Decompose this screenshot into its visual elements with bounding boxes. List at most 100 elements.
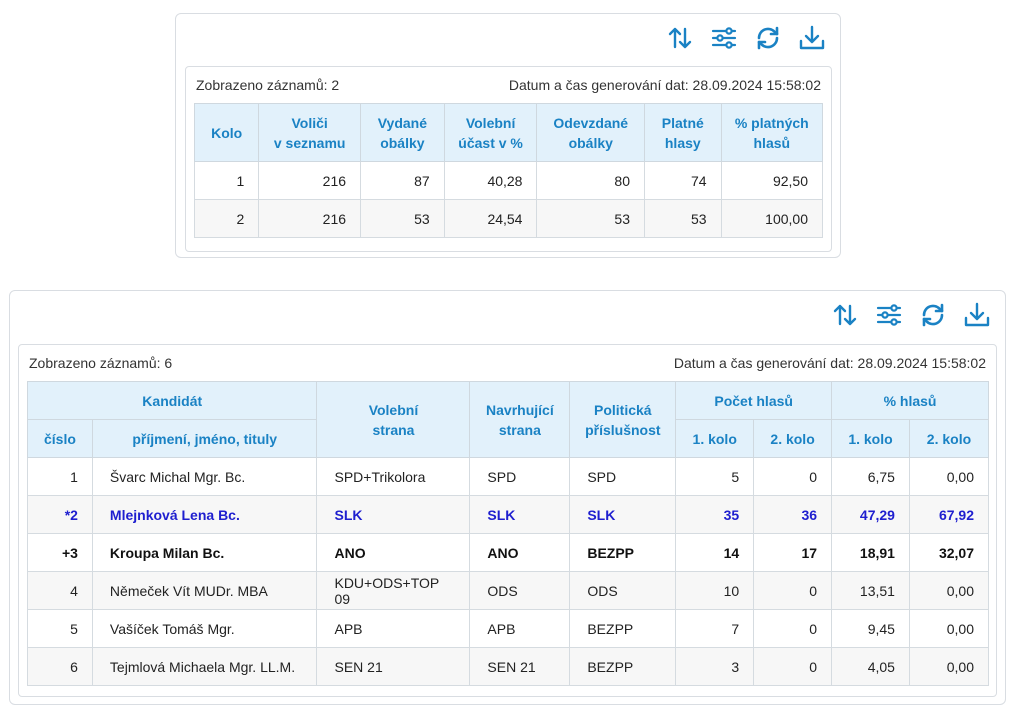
percent-round2: 0,00 [908, 609, 990, 648]
header-vydane-obalky[interactable]: Vydané obálky [360, 103, 445, 162]
table-row: 2 216 53 24,54 53 53 100,00 [193, 199, 824, 238]
header-volici[interactable]: Voliči v seznamu [258, 103, 362, 162]
candidates-panel: Zobrazeno záznamů: 6 Datum a čas generov… [9, 290, 1006, 705]
header-procent-hlasu: % hlasů [831, 381, 989, 420]
refresh-icon[interactable] [754, 24, 782, 52]
political-affiliation: BEZPP [569, 609, 677, 648]
records-count: Zobrazeno záznamů: 6 [29, 355, 173, 371]
percent-round2: 0,00 [908, 647, 990, 686]
header-navrhujici-strana[interactable]: Navrhující strana [469, 381, 571, 458]
header-volebni-ucast[interactable]: Volební účast v % [443, 103, 538, 162]
filter-sliders-icon[interactable] [710, 24, 738, 52]
candidates-table-wrapper: Zobrazeno záznamů: 6 Datum a čas generov… [18, 344, 997, 697]
generated-timestamp: Datum a čas generování dat: 28.09.2024 1… [673, 355, 986, 371]
percent-round2: 32,07 [908, 533, 990, 572]
header-politicka-prislusnost[interactable]: Politická příslušnost [569, 381, 677, 458]
filter-sliders-icon[interactable] [875, 301, 903, 329]
votes-round2: 0 [753, 647, 833, 686]
records-count: Zobrazeno záznamů: 2 [196, 77, 340, 93]
percent-round1: 6,75 [831, 457, 910, 496]
votes-round2: 0 [753, 609, 833, 648]
header-cislo[interactable]: číslo [27, 419, 93, 458]
candidate-name: Vašíček Tomáš Mgr. [91, 609, 318, 648]
percent-round1: 13,51 [831, 571, 910, 610]
electoral-party: APB [316, 609, 471, 648]
round-summary-table-wrapper: Zobrazeno záznamů: 2 Datum a čas generov… [185, 66, 832, 252]
header-platne-hlasy[interactable]: Platné hlasy [644, 103, 722, 162]
candidate-number: 4 [27, 571, 93, 610]
header-pocet-hlasu: Počet hlasů [675, 381, 833, 420]
toolbar [666, 24, 826, 52]
header-pocet-kolo2[interactable]: 2. kolo [753, 419, 833, 458]
toolbar [831, 301, 991, 329]
votes-round2: 0 [753, 457, 833, 496]
votes-round1: 14 [675, 533, 755, 572]
votes-round2: 17 [753, 533, 833, 572]
votes-round1: 10 [675, 571, 755, 610]
table-row: *2 Mlejnková Lena Bc. SLK SLK SLK 35 36 47,29 67… [27, 495, 990, 534]
generated-timestamp: Datum a čas generování dat: 28.09.2024 1… [508, 77, 821, 93]
nominating-party: ANO [469, 533, 571, 572]
candidate-name: Kroupa Milan Bc. [91, 533, 318, 572]
percent-round2: 67,92 [908, 495, 990, 534]
header-pocet-kolo1[interactable]: 1. kolo [675, 419, 755, 458]
votes-round1: 5 [675, 457, 755, 496]
votes-round2: 0 [753, 571, 833, 610]
nominating-party: SPD [469, 457, 571, 496]
sort-icon[interactable] [666, 24, 694, 52]
percent-round1: 9,45 [831, 609, 910, 648]
political-affiliation: SPD [569, 457, 677, 496]
electoral-party: SEN 21 [316, 647, 471, 686]
table-row: 5 Vašíček Tomáš Mgr. APB APB BEZPP 7 0 9,45 0,00 [27, 609, 990, 648]
electoral-party: KDU+ODS+TOP 09 [316, 571, 471, 610]
table-row: +3 Kroupa Milan Bc. ANO ANO BEZPP 14 17 18,91 32… [27, 533, 990, 572]
download-icon[interactable] [963, 301, 991, 329]
download-icon[interactable] [798, 24, 826, 52]
round-summary-table: Kolo Voliči v seznamu Vydané obálky Volební… [193, 103, 824, 238]
candidate-number: 6 [27, 647, 93, 686]
table-cell: 1 [193, 161, 260, 200]
political-affiliation: BEZPP [569, 647, 677, 686]
electoral-party: SPD+Trikolora [316, 457, 471, 496]
candidates-table: Kandidát Volební strana Navrhující stran… [26, 381, 990, 686]
table-row: 4 Němeček Vít MUDr. MBA KDU+ODS+TOP 09 ODS O… [27, 571, 990, 610]
header-procent-platnych[interactable]: % platných hlasů [720, 103, 824, 162]
sort-icon[interactable] [831, 301, 859, 329]
candidate-number: *2 [27, 495, 93, 534]
political-affiliation: SLK [569, 495, 677, 534]
candidate-name: Tejmlová Michaela Mgr. LL.M. [91, 647, 318, 686]
table-cell: 87 [360, 161, 445, 200]
candidate-number: +3 [27, 533, 93, 572]
table-cell: 40,28 [443, 161, 538, 200]
nominating-party: SEN 21 [469, 647, 571, 686]
percent-round1: 47,29 [831, 495, 910, 534]
nominating-party: SLK [469, 495, 571, 534]
table-cell: 53 [360, 199, 445, 238]
table-cell: 216 [258, 161, 362, 200]
political-affiliation: ODS [569, 571, 677, 610]
header-procent-kolo1[interactable]: 1. kolo [831, 419, 910, 458]
header-jmeno[interactable]: příjmení, jméno, tituly [91, 419, 318, 458]
political-affiliation: BEZPP [569, 533, 677, 572]
votes-round1: 35 [675, 495, 755, 534]
header-procent-kolo2[interactable]: 2. kolo [908, 419, 990, 458]
percent-round1: 4,05 [831, 647, 910, 686]
table-row: 1 Švarc Michal Mgr. Bc. SPD+Trikolora SPD SP… [27, 457, 990, 496]
table-cell: 2 [193, 199, 260, 238]
electoral-party: ANO [316, 533, 471, 572]
header-volebni-strana[interactable]: Volební strana [316, 381, 471, 458]
nominating-party: APB [469, 609, 571, 648]
table-cell: 53 [644, 199, 722, 238]
refresh-icon[interactable] [919, 301, 947, 329]
votes-round1: 7 [675, 609, 755, 648]
candidate-name: Němeček Vít MUDr. MBA [91, 571, 318, 610]
electoral-party: SLK [316, 495, 471, 534]
header-kolo[interactable]: Kolo [193, 103, 260, 162]
candidate-name: Mlejnková Lena Bc. [91, 495, 318, 534]
header-kandidat[interactable]: Kandidát [26, 381, 318, 420]
votes-round2: 36 [753, 495, 833, 534]
table-cell: 216 [258, 199, 362, 238]
header-odevzdane-obalky[interactable]: Odevzdané obálky [536, 103, 645, 162]
table-cell: 53 [536, 199, 645, 238]
table-row: 1 216 87 40,28 80 74 92,50 [193, 161, 824, 200]
